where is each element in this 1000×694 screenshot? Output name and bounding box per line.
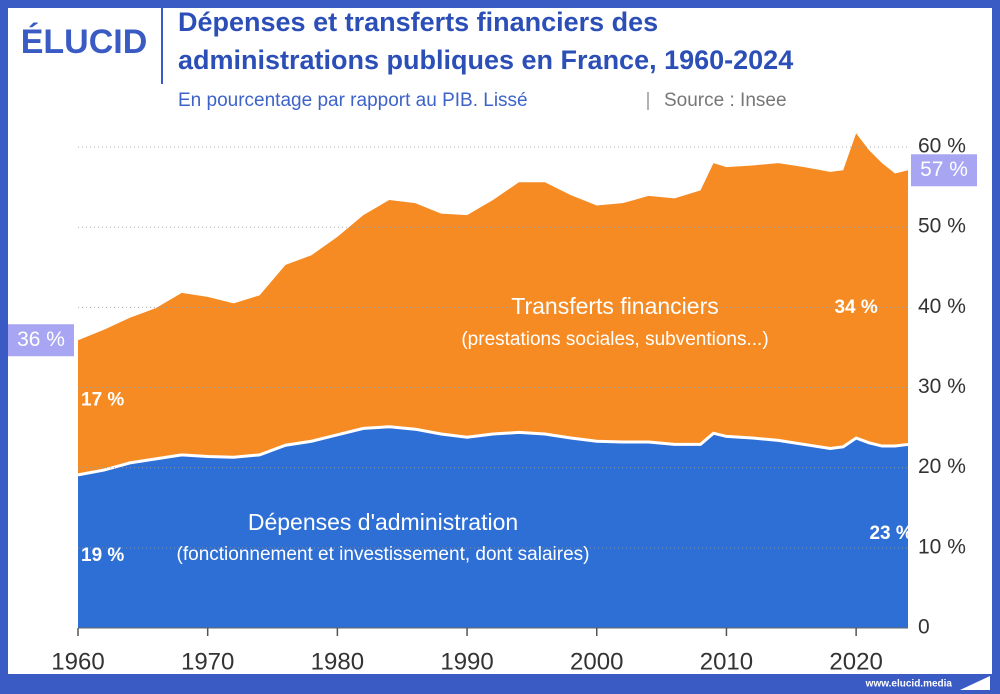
plot: 0 10 % 20 % 30 % 40 % 50 % 60 % 1960 1970 1980 199…: [8, 133, 977, 675]
x-tick-label: 1970: [181, 648, 234, 675]
total-label-box: [8, 324, 74, 357]
brand-logo: ÉLUCID: [21, 23, 148, 61]
series-boundary: [77, 425, 909, 477]
x-tick-label: 2010: [700, 648, 753, 675]
y-tick-label: 30 %: [918, 375, 966, 398]
y-tick-label: 60 %: [918, 135, 966, 158]
area: [78, 133, 908, 475]
data-label: 23 %: [869, 523, 912, 544]
chart-subtitle: En pourcentage par rapport au PIB. Lissé: [178, 90, 528, 111]
series-label: Transferts financiers: [511, 293, 719, 319]
footer-icon: [960, 676, 990, 690]
data-label: 19 %: [81, 545, 124, 566]
x-tick-label: 1960: [51, 648, 104, 675]
data-label: 17 %: [81, 389, 124, 410]
chart-title: administrations publiques en France, 196…: [178, 45, 793, 75]
x-tick-label: 1990: [440, 648, 493, 675]
series-note: (prestations sociales, subventions...): [461, 329, 768, 350]
x-tick-label: 1980: [311, 648, 364, 675]
source: Source : Insee: [664, 90, 787, 111]
data-label: 34 %: [834, 297, 877, 318]
y-tick-label: 0: [918, 616, 930, 639]
x-tick-label: 2020: [829, 648, 882, 675]
chart-title: Dépenses et transferts financiers des: [178, 7, 658, 37]
footer-url: www.elucid.media: [865, 679, 953, 690]
series-label: Dépenses d'administration: [248, 509, 518, 535]
y-tick-label: 10 %: [918, 535, 966, 558]
total-label: 36 %: [17, 328, 65, 351]
y-tick-label: 40 %: [918, 295, 966, 318]
area: [78, 426, 908, 628]
series-note: (fonctionnement et investissement, dont …: [177, 544, 590, 565]
areas: [78, 133, 908, 628]
y-tick-label: 20 %: [918, 455, 966, 478]
y-tick-label: 50 %: [918, 215, 966, 238]
total-label-box: [911, 154, 977, 187]
total-label: 57 %: [920, 158, 968, 181]
x-tick-label: 2000: [570, 648, 623, 675]
